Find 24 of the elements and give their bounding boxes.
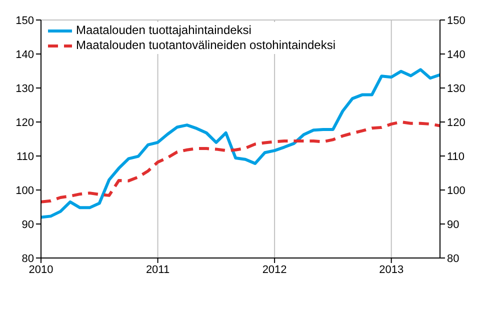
- y2-tick-label: 150: [447, 14, 466, 27]
- y-tick-label: 110: [16, 150, 34, 163]
- y-tick-label: 90: [22, 218, 34, 231]
- y2-tick-label: 90: [447, 218, 460, 231]
- y2-tick-label: 80: [447, 252, 460, 265]
- line-series: [41, 120, 440, 204]
- y2-tick-label: 100: [447, 184, 466, 197]
- x-tick-label: 2010: [28, 264, 54, 276]
- legend-label: Maatalouden tuotantovälineiden ostohintaindeksi: [76, 38, 336, 53]
- y-tick-label: 130: [16, 82, 34, 95]
- y-tick-label: 100: [16, 184, 34, 197]
- y-tick-label: 120: [16, 116, 34, 129]
- legend-label: Maatalouden tuottajahintaindeksi: [76, 23, 252, 38]
- y-tick-label: 80: [22, 252, 34, 265]
- x-tick-label: 2011: [146, 264, 170, 276]
- x-tick-label: 2013: [379, 264, 404, 276]
- y2-tick-label: 130: [447, 82, 466, 95]
- y2-tick-label: 120: [447, 116, 466, 129]
- y-tick-label: 140: [16, 48, 34, 61]
- x-tick-label: 2012: [262, 264, 287, 276]
- y-tick-label: 150: [16, 14, 34, 27]
- y2-tick-label: 110: [447, 150, 465, 163]
- line-series: [41, 68, 440, 219]
- y2-tick-label: 140: [447, 48, 466, 61]
